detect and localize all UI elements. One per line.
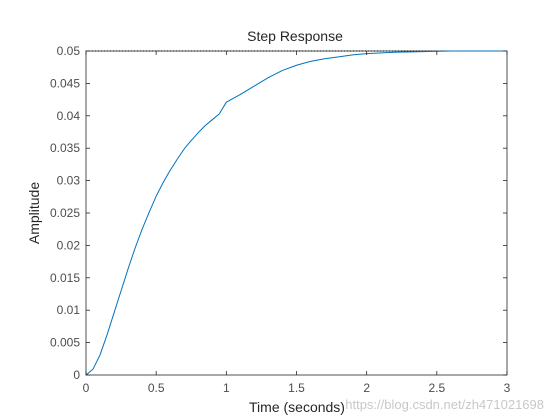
axes-box — [85, 50, 508, 376]
x-axis-label: Time (seconds) — [249, 399, 345, 415]
y-tick-label: 0.03 — [57, 174, 81, 188]
x-ticks: 0 0.5 1 1.5 2 2.5 3 — [83, 51, 511, 395]
x-tick-label: 2 — [363, 381, 370, 395]
chart-title: Step Response — [247, 28, 343, 44]
y-tick-label: 0.04 — [57, 109, 81, 123]
x-tick-label: 2.5 — [428, 381, 445, 395]
y-tick-label: 0 — [73, 368, 80, 382]
watermark: https://blog.csdn.net/zh471021698 — [345, 397, 544, 412]
y-tick-label: 0.02 — [57, 238, 81, 252]
series-layer — [85, 50, 507, 376]
y-tick-label: 0.035 — [50, 141, 80, 155]
x-tick-label: 0 — [83, 381, 90, 395]
x-tick-label: 1 — [223, 381, 230, 395]
y-tick-label: 0.005 — [50, 336, 80, 350]
y-tick-label: 0.05 — [57, 44, 81, 58]
y-tick-label: 0.045 — [50, 76, 80, 90]
y-axis-label: Amplitude — [26, 182, 42, 244]
y-tick-label: 0.015 — [50, 271, 80, 285]
plot-area — [85, 50, 508, 376]
x-tick-label: 3 — [504, 381, 511, 395]
y-tick-label: 0.025 — [50, 206, 80, 220]
y-tick-label: 0.01 — [57, 303, 81, 317]
x-tick-label: 0.5 — [148, 381, 165, 395]
x-tick-label: 1.5 — [288, 381, 305, 395]
y-ticks: 0 0.005 0.01 0.015 0.02 0.025 0.03 0.035 0.04 0.0… — [50, 44, 507, 382]
series-line-0 — [85, 50, 507, 376]
